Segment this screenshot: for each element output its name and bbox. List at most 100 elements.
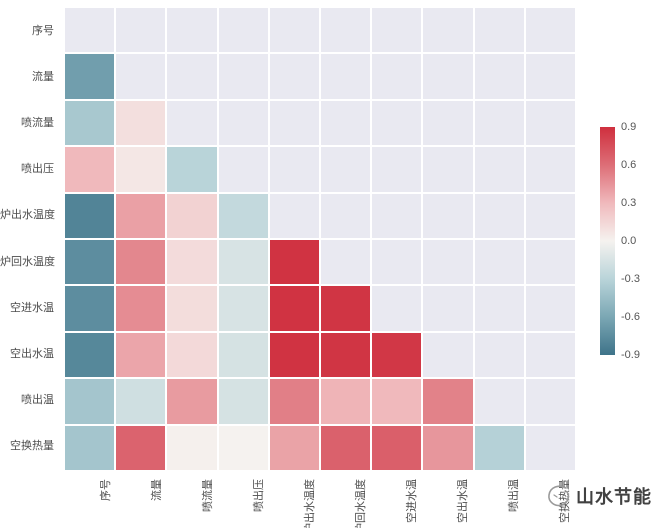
x-axis-label-text: 序号: [99, 479, 112, 501]
heatmap-cell-masked: [65, 8, 115, 53]
colorbar-tick-label: -0.9: [621, 349, 640, 361]
heatmap-cell: [218, 193, 268, 238]
heatmap-cell-masked: [269, 54, 319, 99]
y-axis-label: 流量: [32, 70, 54, 83]
heatmap-cell-masked: [321, 147, 371, 192]
heatmap-cell-masked: [423, 54, 473, 99]
x-axis-label: 空出水温: [454, 478, 498, 523]
heatmap-cell-masked: [525, 425, 575, 470]
heatmap-cell-masked: [321, 100, 371, 146]
heatmap-cell-masked: [474, 147, 524, 192]
x-axis-label-text: 空进水温: [405, 479, 418, 523]
heatmap-cell: [65, 332, 115, 378]
heatmap-cell: [116, 332, 166, 378]
heatmap-cell-masked: [525, 332, 575, 378]
x-axis-label: 喷流量: [199, 478, 232, 512]
heatmap-cell: [321, 425, 371, 470]
x-axis-label-text: 空出水温: [456, 479, 469, 523]
heatmap-cell-masked: [269, 193, 319, 238]
heatmap-cell-masked: [321, 193, 371, 238]
heatmap-cell-masked: [372, 240, 422, 285]
heatmap-cell-masked: [372, 8, 422, 53]
heatmap-cell: [65, 286, 115, 331]
heatmap-cell: [218, 240, 268, 285]
heatmap-cell-masked: [116, 8, 166, 53]
colorbar: [600, 127, 615, 355]
heatmap-cell-masked: [321, 240, 371, 285]
heatmap-cell-masked: [269, 147, 319, 192]
heatmap-cell: [116, 286, 166, 331]
heatmap-cell: [65, 54, 115, 99]
heatmap-cell: [116, 100, 166, 146]
colorbar-tick-label: -0.3: [621, 273, 640, 285]
y-axis-label: 喷出温: [21, 394, 54, 407]
heatmap-cell-masked: [474, 240, 524, 285]
heatmap-cell: [218, 286, 268, 331]
heatmap-cell-masked: [525, 8, 575, 53]
heatmap-cell: [167, 240, 217, 285]
heatmap-cell-masked: [321, 8, 371, 53]
colorbar-gradient: [600, 127, 615, 355]
watermark-logo: 山水节能: [546, 483, 652, 509]
heatmap-cell: [423, 425, 473, 470]
x-axis-label-text: 炉出水温度: [303, 479, 316, 528]
heatmap-cell: [372, 379, 422, 424]
heatmap-cell-masked: [525, 240, 575, 285]
colorbar-tick-label: -0.6: [621, 311, 640, 323]
heatmap-cell: [321, 379, 371, 424]
x-axis-label-text: 喷流量: [201, 479, 214, 512]
y-axis-label: 序号: [32, 24, 54, 37]
heatmap-cell: [218, 425, 268, 470]
heatmap-cell: [65, 240, 115, 285]
heatmap-cell-masked: [116, 54, 166, 99]
colorbar-tick-label: 0.9: [621, 121, 637, 133]
heatmap-cell: [372, 332, 422, 378]
heatmap-cell-masked: [218, 8, 268, 53]
heatmap-cell: [269, 286, 319, 331]
heatmap-cell-masked: [423, 193, 473, 238]
heatmap-cell: [167, 286, 217, 331]
heatmap-cell-masked: [372, 147, 422, 192]
heatmap-cell-masked: [167, 54, 217, 99]
heatmap-cell: [423, 379, 473, 424]
x-axis-label-text: 喷出压: [252, 479, 265, 512]
heatmap-cell: [474, 425, 524, 470]
heatmap-cell-masked: [525, 379, 575, 424]
x-axis-label: 炉出水温度: [301, 478, 356, 528]
heatmap-cell-masked: [474, 286, 524, 331]
colorbar-tick-label: 0.6: [621, 159, 637, 171]
heatmap-cell: [116, 425, 166, 470]
heatmap-cell-masked: [167, 8, 217, 53]
heatmap-cell-masked: [525, 147, 575, 192]
heatmap-cell: [167, 425, 217, 470]
heatmap-cell: [218, 332, 268, 378]
y-axis-label: 炉回水温度: [0, 255, 55, 268]
heatmap-cell-masked: [474, 332, 524, 378]
heatmap-cell: [116, 240, 166, 285]
heatmap-cell-masked: [474, 100, 524, 146]
heatmap-cell: [116, 147, 166, 192]
heatmap-cell-masked: [474, 54, 524, 99]
heatmap-cell: [116, 193, 166, 238]
x-axis-label-text: 炉回水温度: [354, 479, 367, 528]
heatmap-cell: [167, 147, 217, 192]
heatmap-cell: [321, 286, 371, 331]
heatmap-cell-masked: [218, 100, 268, 146]
x-axis-label: 流量: [148, 478, 170, 501]
y-axis-label: 喷流量: [21, 117, 54, 129]
heatmap-cell-masked: [474, 8, 524, 53]
heatmap-cell: [167, 379, 217, 424]
heatmap-cell: [65, 100, 115, 146]
heatmap-cell: [65, 147, 115, 192]
heatmap-cell-masked: [269, 8, 319, 53]
heatmap-cell: [321, 332, 371, 378]
heatmap-cell-masked: [525, 286, 575, 331]
x-axis-label: 喷出压: [250, 478, 283, 512]
heatmap-cell: [167, 332, 217, 378]
heatmap-cell: [269, 425, 319, 470]
heatmap-cell-masked: [372, 54, 422, 99]
colorbar-tick-label: 0.3: [621, 197, 637, 209]
heatmap-cell: [218, 379, 268, 424]
y-axis-label: 空进水温: [10, 301, 54, 314]
heatmap-cell-masked: [423, 100, 473, 146]
